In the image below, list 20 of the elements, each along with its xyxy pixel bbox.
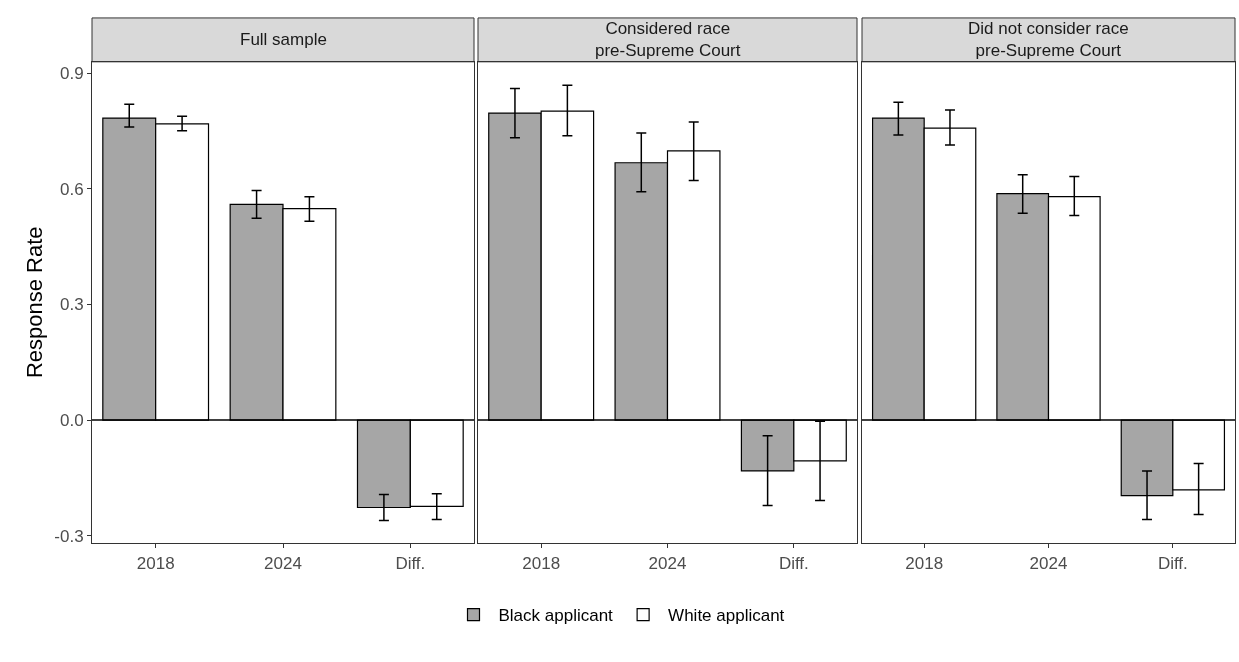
x-tick-label: 2018 [905, 553, 944, 573]
x-tick-label: Diff. [778, 553, 809, 573]
chart-title: Did not consider race pre-Supreme Court [968, 19, 1129, 61]
y-axis-title: Response Rate [21, 226, 47, 379]
legend-label: Black applicant [498, 606, 614, 626]
chart-title: Full sample [240, 30, 327, 49]
legend-label: White applicant [668, 606, 785, 626]
x-tick-label: 2018 [136, 553, 175, 573]
x-tick-label: 2018 [522, 553, 561, 573]
y-tick-label: 0.6 [59, 179, 84, 199]
x-tick-label: Diff. [1157, 553, 1188, 573]
chart-title: Considered race pre-Supreme Court [595, 19, 741, 61]
y-tick-label: 0.0 [59, 411, 84, 431]
x-tick-label: 2024 [1029, 553, 1068, 573]
y-tick-label: -0.3 [54, 526, 84, 546]
y-tick-label: 0.3 [59, 295, 84, 315]
x-tick-label: Diff. [395, 553, 426, 573]
x-tick-label: 2024 [648, 553, 687, 573]
x-tick-label: 2024 [264, 553, 302, 573]
y-tick-label: 0.9 [59, 64, 84, 84]
